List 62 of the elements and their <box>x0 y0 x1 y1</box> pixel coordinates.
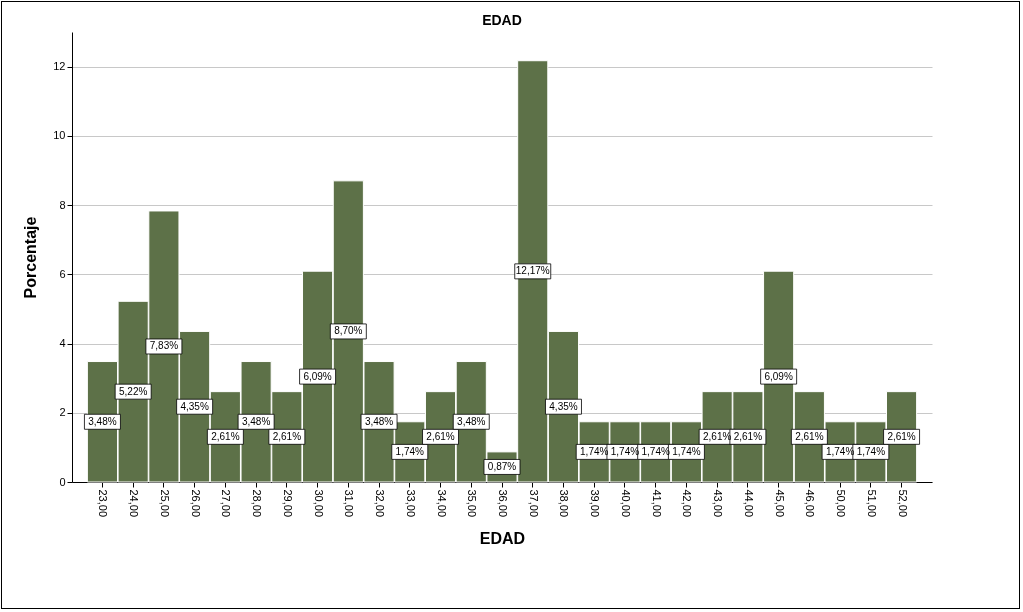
x-tick-label: 42,00 <box>681 489 694 518</box>
x-tick-label: 43,00 <box>712 489 725 518</box>
data-label: 6,09% <box>764 370 793 382</box>
data-label: 4,35% <box>549 400 578 412</box>
x-tick-label: 36,00 <box>497 489 509 518</box>
data-label: 2,61% <box>733 430 763 442</box>
data-label: 5,22% <box>118 385 148 397</box>
x-tick-label: 50,00 <box>835 489 848 518</box>
data-label: 2,61% <box>272 430 302 442</box>
y-tick-label: 12 <box>53 60 66 73</box>
y-tick-label: 8 <box>59 198 66 211</box>
data-label: 3,48% <box>88 415 117 427</box>
x-tick-label: 28,00 <box>251 489 264 518</box>
y-tick-label: 4 <box>59 337 66 350</box>
data-label: 12,17% <box>515 265 550 277</box>
data-label: 2,61% <box>211 430 240 442</box>
data-label: 4,35% <box>180 400 209 412</box>
x-tick-label: 52,00 <box>896 489 909 518</box>
y-axis-title: Porcentaje <box>22 216 40 299</box>
x-tick-label: 51,00 <box>865 489 878 518</box>
data-label: 2,61% <box>795 430 824 442</box>
x-tick-label: 46,00 <box>804 489 817 518</box>
x-tick-label: 33,00 <box>404 489 417 518</box>
data-label: 2,61% <box>426 430 455 442</box>
y-tick-label: 6 <box>59 267 66 280</box>
x-tick-label: 24,00 <box>128 489 141 518</box>
x-tick-label: 30,00 <box>312 489 325 518</box>
data-label: 2,61% <box>887 430 916 442</box>
x-tick-label: 35,00 <box>466 489 479 518</box>
data-label: 3,48% <box>457 415 486 427</box>
x-tick-label: 32,00 <box>374 489 387 518</box>
chart-title: EDAD <box>482 12 522 28</box>
x-tick-label: 26,00 <box>189 489 202 518</box>
y-tick-label: 10 <box>53 129 66 142</box>
y-tick-label: 2 <box>59 406 66 419</box>
x-tick-label: 41,00 <box>650 489 663 518</box>
data-label: 1,74% <box>856 445 886 457</box>
x-tick-label: 25,00 <box>158 489 171 518</box>
data-label: 0,87% <box>487 460 517 472</box>
data-label: 3,48% <box>364 415 394 427</box>
data-label: 1,74% <box>580 445 609 457</box>
data-label: 7,83% <box>149 340 179 352</box>
data-label: 1,74% <box>825 445 855 457</box>
x-tick-label: 44,00 <box>742 489 755 518</box>
y-tick-label: 0 <box>59 475 66 488</box>
data-label: 6,09% <box>303 370 332 382</box>
x-tick-label: 27,00 <box>220 489 233 518</box>
x-tick-label: 40,00 <box>619 489 632 518</box>
data-label: 2,61% <box>702 430 732 442</box>
x-tick-label: 34,00 <box>435 489 448 518</box>
data-label: 8,70% <box>334 325 363 337</box>
x-tick-label: 23,00 <box>97 489 110 518</box>
x-tick-label: 31,00 <box>343 489 356 518</box>
x-axis-title: EDAD <box>479 530 526 548</box>
data-label: 1,74% <box>672 445 701 457</box>
data-label: 3,48% <box>241 415 271 427</box>
x-tick-label: 45,00 <box>773 489 786 518</box>
x-tick-label: 38,00 <box>558 489 571 518</box>
x-tick-label: 39,00 <box>589 489 602 518</box>
x-tick-label: 29,00 <box>281 489 294 518</box>
x-tick-label: 37,00 <box>527 489 540 518</box>
data-label: 1,74% <box>395 445 425 457</box>
